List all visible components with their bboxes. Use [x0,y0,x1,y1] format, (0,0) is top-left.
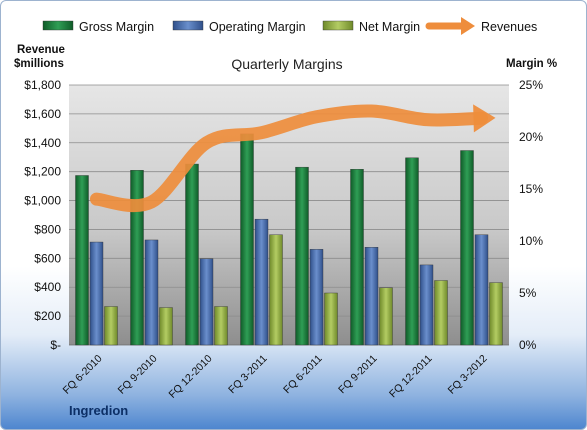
left-tick-label: $1,200 [24,165,61,179]
left-tick-label: $600 [34,251,61,265]
right-tick-label: 5% [519,286,537,300]
bar-operating-margin [89,241,104,346]
bar-net-margin [269,234,283,346]
bar-operating-margin [419,264,434,346]
bar-gross-margin [460,150,474,346]
legend-label: Net Margin [359,20,420,34]
bar-net-margin [324,292,338,346]
left-tick-label: $1,600 [24,107,61,121]
left-axis-label: Revenue $millions [14,44,68,70]
left-tick-label: $1,000 [24,194,61,208]
left-tick-label: $400 [34,280,61,294]
legend-label: Gross Margin [79,20,154,34]
revenue-line-path [90,104,488,213]
left-tick-label: $800 [34,222,61,236]
bar-operating-margin [364,247,379,346]
x-tick-label: FQ 9-2011 [336,353,380,397]
left-tick-label: $200 [34,309,61,323]
left-tick-label: $1,400 [24,136,61,150]
bar-net-margin [104,306,118,346]
revenue-line [90,104,496,213]
bar-operating-margin [474,234,489,346]
legend-swatch-revenues-arrow [461,17,475,35]
bar-operating-margin [199,258,214,346]
left-axis: $- $200 $400 $600 $800 $1,000 $1,200 $1,400 $1,6… [24,78,61,352]
bar-gross-margin [295,166,309,346]
bar-gross-margin [405,157,419,346]
x-tick-label: FQ 12-2011 [387,353,435,401]
bar-gross-margin [130,170,144,346]
x-tick-label: FQ 6-2011 [281,353,325,397]
right-tick-label: 10% [519,234,543,248]
right-tick-label: 15% [519,182,543,196]
right-tick-label: 20% [519,130,543,144]
legend-swatch-gross-margin [42,20,74,31]
bar-operating-margin [254,218,269,346]
left-axis-label-line-2: $millions [14,58,64,70]
right-axis-label: Margin % [506,58,557,70]
right-tick-label: 25% [519,78,543,92]
legend-swatch-net-margin [322,20,354,31]
bar-operating-margin [144,239,159,346]
bar-gross-margin [350,169,364,346]
bar-gross-margin [75,175,89,346]
legend-label: Operating Margin [209,20,306,34]
chart-title: Quarterly Margins [231,56,342,72]
bar-net-margin [214,306,228,346]
legend-label: Revenues [481,20,537,34]
revenue-line-arrowhead [473,104,496,133]
right-axis: 0% 5% 10% 15% 20% 25% [519,78,543,352]
right-tick-label: 0% [519,338,537,352]
left-tick-label: $- [50,338,61,352]
bar-net-margin [434,280,448,346]
x-tick-label: FQ 12-2010 [167,353,215,401]
bar-net-margin [379,287,393,346]
x-tick-label: FQ 3-2011 [226,353,270,397]
x-tick-label: FQ 6-2010 [61,353,105,397]
legend-swatch-operating-margin [172,20,204,31]
left-axis-label-line-1: Revenue [17,44,65,56]
bar-net-margin [489,282,503,346]
bar-operating-margin [309,249,324,346]
x-tick-label: FQ 9-2010 [116,353,160,397]
x-axis: FQ 6-2010 FQ 9-2010 FQ 12-2010 FQ 3-2011 FQ … [61,353,490,401]
x-tick-label: FQ 3-2012 [446,353,490,397]
bars [75,133,503,346]
bar-net-margin [159,307,173,346]
bar-gross-margin [240,133,254,346]
company-name: Ingredion [69,403,128,418]
legend: Gross Margin Operating Margin Net Margin Re… [42,17,537,35]
bar-gross-margin [185,163,199,346]
left-tick-label: $1,800 [24,78,61,92]
